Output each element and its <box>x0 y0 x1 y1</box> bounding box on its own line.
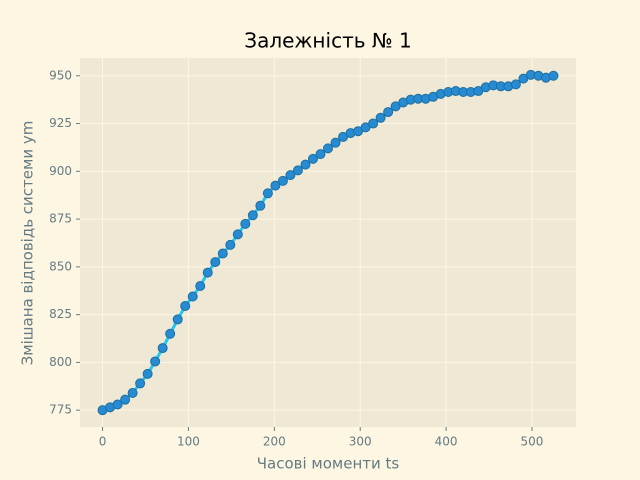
point <box>330 137 341 148</box>
point <box>247 210 258 221</box>
x-axis-label: Часові моменти ts <box>257 455 400 473</box>
point <box>157 343 168 354</box>
point <box>285 170 296 181</box>
point <box>277 175 288 186</box>
point <box>240 218 251 229</box>
x-tick-label: 200 <box>263 435 286 449</box>
point <box>172 314 183 325</box>
x-tick-label: 100 <box>177 435 200 449</box>
point <box>180 301 191 312</box>
point <box>135 378 146 389</box>
y-tick-label: 825 <box>49 307 72 321</box>
chart-title: Залежність № 1 <box>244 29 412 53</box>
x-tick-label: 500 <box>521 435 544 449</box>
point <box>262 188 273 199</box>
plot-area <box>80 58 576 427</box>
point <box>255 200 266 211</box>
point <box>270 180 281 191</box>
point <box>510 79 521 90</box>
point <box>232 229 243 240</box>
point <box>292 165 303 176</box>
y-axis-label: Змішана відповідь системи ym <box>19 121 37 366</box>
point <box>315 149 326 160</box>
point <box>548 70 559 81</box>
point <box>187 291 198 302</box>
point <box>217 248 228 259</box>
point <box>375 112 386 123</box>
y-tick-label: 800 <box>49 355 72 369</box>
point <box>383 107 394 118</box>
point <box>165 328 176 339</box>
x-tick-label: 0 <box>99 435 107 449</box>
y-tick-label: 775 <box>49 403 72 417</box>
x-tick-label: 400 <box>435 435 458 449</box>
y-tick-label: 875 <box>49 212 72 226</box>
point <box>368 118 379 129</box>
point <box>127 387 138 398</box>
point <box>300 159 311 170</box>
point <box>307 153 318 164</box>
point <box>112 399 123 410</box>
y-tick-label: 950 <box>49 68 72 82</box>
point <box>323 143 333 154</box>
point <box>120 394 131 405</box>
point <box>142 368 153 379</box>
point <box>150 356 161 367</box>
point <box>210 257 221 268</box>
x-tick-label: 300 <box>349 435 372 449</box>
point <box>195 280 206 291</box>
y-tick-label: 900 <box>49 164 72 178</box>
y-tick-label: 850 <box>49 259 72 273</box>
point <box>225 239 236 250</box>
y-tick-label: 925 <box>49 116 72 130</box>
point <box>202 267 213 278</box>
